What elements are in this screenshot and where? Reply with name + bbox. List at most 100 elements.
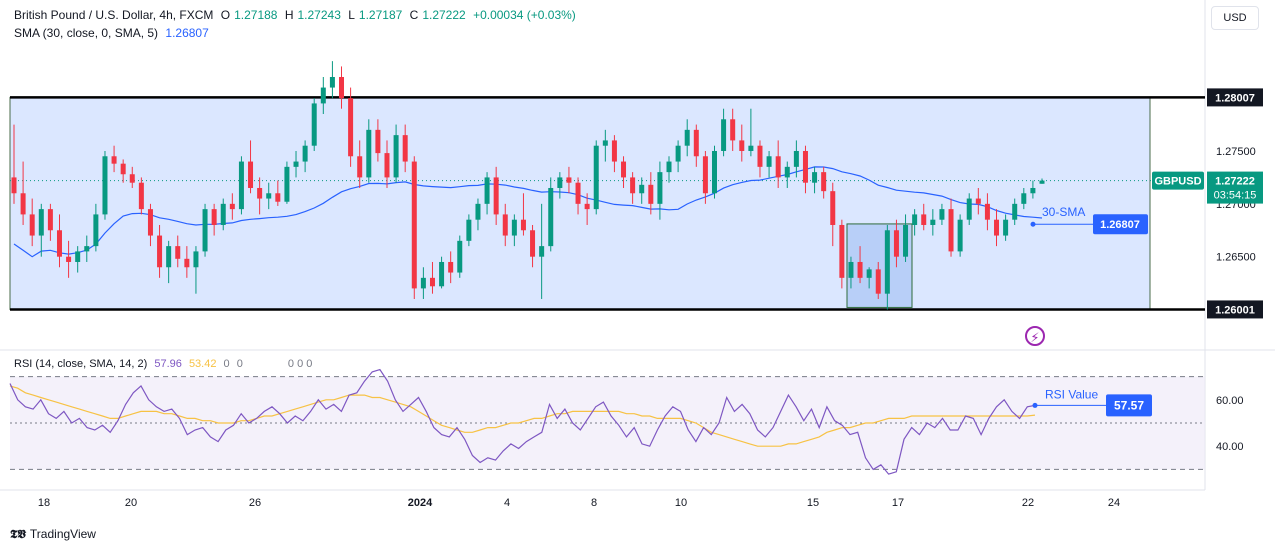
candle-body — [1039, 180, 1045, 184]
high-value: 1.27243 — [297, 8, 341, 22]
candle-body — [1030, 187, 1036, 194]
candle-body — [275, 193, 281, 202]
support-price-label-bg — [1207, 300, 1263, 319]
candle-body — [429, 277, 435, 287]
candle-body — [220, 203, 226, 225]
candle-body — [593, 145, 599, 210]
low-label: L — [348, 8, 355, 22]
candle-body — [957, 219, 963, 252]
candle-body — [530, 230, 536, 257]
candle-body — [320, 87, 326, 104]
candle-body — [329, 76, 335, 88]
candle-body — [411, 161, 417, 289]
candle-body — [684, 129, 690, 146]
candle-body — [102, 156, 108, 215]
candle-body — [884, 230, 890, 294]
candle-body — [248, 161, 254, 188]
candle-body — [721, 119, 727, 151]
candle-body — [566, 177, 572, 183]
candle-body — [484, 177, 490, 204]
candle-body — [639, 184, 645, 194]
candle-body — [202, 209, 208, 252]
sma-label: SMA (30, close, 0, SMA, 5) — [14, 26, 159, 40]
candle-body — [975, 198, 981, 204]
candle-body — [375, 129, 381, 154]
candle-body — [857, 261, 863, 278]
sma-header: SMA (30, close, 0, SMA, 5) 1.26807 — [14, 26, 213, 40]
time-axis-tick: 17 — [892, 497, 904, 509]
tv-logo-icon: 𝕿𝖁 — [10, 527, 26, 541]
rsi-extra-3: 0 0 0 — [287, 358, 313, 370]
candle-body — [821, 172, 827, 192]
sma-value: 1.26807 — [165, 26, 209, 40]
rsi-header-value: 57.96 — [154, 358, 182, 370]
candle-body — [630, 177, 636, 194]
candle-body — [311, 103, 317, 146]
candle-body — [830, 191, 836, 225]
candle-body — [520, 219, 526, 231]
brand-name: TradingView — [29, 527, 96, 541]
candle-body — [75, 251, 81, 262]
candle-body — [238, 161, 244, 210]
candle-body — [657, 172, 663, 204]
candle-body — [493, 177, 499, 215]
candle-body — [402, 135, 408, 162]
price-axis-tick: 1.27500 — [1216, 146, 1256, 158]
candle-body — [611, 140, 617, 162]
candle-body — [748, 145, 754, 151]
candle-body — [666, 161, 672, 173]
candle-body — [357, 156, 363, 178]
candle-body — [711, 150, 717, 194]
candle-body — [1012, 203, 1018, 220]
candle-body — [38, 209, 44, 236]
currency-button[interactable]: USD — [1211, 6, 1259, 30]
candle-body — [584, 203, 590, 210]
candle-body — [184, 258, 190, 268]
candle-body — [875, 269, 881, 294]
tradingview-logo[interactable]: 𝕿𝖁 TradingView — [10, 527, 96, 542]
time-axis-tick: 20 — [125, 497, 137, 509]
candle-body — [1021, 193, 1027, 204]
candle-body — [302, 145, 308, 162]
candle-body — [211, 209, 217, 225]
time-axis-tick: 4 — [504, 497, 510, 509]
candle-body — [448, 261, 454, 273]
candle-body — [866, 269, 872, 278]
time-axis-tick: 8 — [591, 497, 597, 509]
time-axis-tick: 22 — [1022, 497, 1034, 509]
candle-body — [84, 246, 90, 252]
candle-body — [384, 153, 390, 178]
candle-body — [548, 187, 554, 247]
bolt-icon[interactable]: ⚡ — [1025, 326, 1045, 346]
rsi-extra-1: 0 — [223, 358, 230, 370]
rsi-ma-line — [9, 385, 1036, 447]
time-axis-tick: 15 — [807, 497, 819, 509]
rsi-label: RSI (14, close, SMA, 14, 2) — [14, 358, 148, 370]
candle-body — [802, 150, 808, 183]
countdown-label: 03:54:15 — [1214, 190, 1257, 202]
candle-body — [839, 224, 845, 278]
resistance-price-label-bg — [1207, 88, 1263, 107]
candle-body — [702, 156, 708, 194]
candle-body — [339, 76, 345, 99]
open-label: O — [220, 8, 231, 22]
last-price-label: 1.27222 — [1215, 176, 1255, 188]
candle-body — [966, 198, 972, 220]
sma-annotation-dot — [1030, 221, 1036, 227]
rsi-axis-tick: 60.00 — [1216, 395, 1244, 407]
candle-body — [166, 246, 172, 268]
sma-annotation-box — [1093, 214, 1148, 235]
candle-body — [948, 209, 954, 252]
candle-body — [120, 163, 126, 175]
candle-body — [111, 156, 117, 164]
candle-body — [994, 219, 1000, 236]
candle-body — [29, 214, 35, 236]
open-value: 1.27188 — [234, 8, 278, 22]
rsi-axis-tick: 40.00 — [1216, 441, 1244, 453]
rsi-annotation-text: RSI Value — [1045, 387, 1098, 401]
rsi-line — [9, 368, 1036, 475]
candle-body — [539, 246, 545, 257]
candle-body — [266, 193, 272, 199]
high-label: H — [284, 8, 294, 22]
